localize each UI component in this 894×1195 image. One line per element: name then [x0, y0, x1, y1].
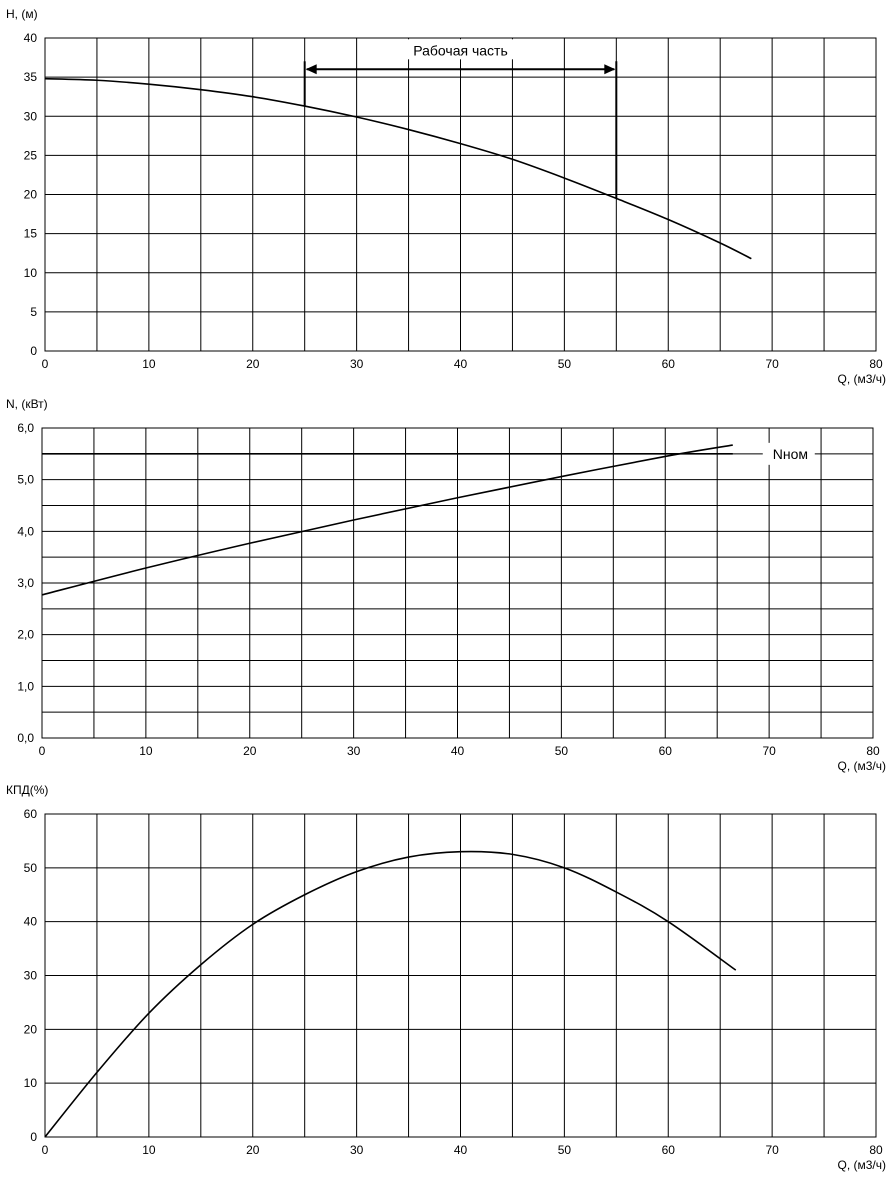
y-tick-label: 30 [24, 969, 38, 983]
x-tick-label: 30 [350, 1143, 364, 1157]
series-line [44, 850, 737, 1138]
y-tick-label: 2,0 [17, 628, 34, 642]
range-arrow-head-right [604, 64, 616, 75]
plot-frame [44, 813, 877, 1138]
x-tick-label: 50 [558, 357, 572, 371]
y-tick-label: 40 [24, 915, 38, 929]
x-tick-label: 60 [659, 744, 673, 758]
nominal-power-label: Nном [773, 446, 808, 462]
x-tick-label: 60 [662, 1143, 676, 1157]
y-tick-label: 0,0 [17, 731, 34, 745]
series-line [44, 77, 752, 260]
x-tick-label: 0 [42, 357, 49, 371]
y-tick-label: 6,0 [17, 421, 34, 435]
x-tick-label: 70 [765, 1143, 779, 1157]
y-tick-label: 5,0 [17, 473, 34, 487]
y-tick-label: 1,0 [17, 679, 34, 693]
plot-frame [44, 37, 877, 352]
y-tick-label: 5 [30, 305, 37, 319]
x-axis-label: Q, (м3/ч) [837, 372, 886, 386]
power-chart: 0 10 20 30 40 50 60 70 80 0,0 1,0 2,0 3,0 4,0 5,0 6,0 N,… [6, 397, 886, 773]
y-tick-label: 60 [24, 807, 38, 821]
x-tick-label: 0 [42, 1143, 49, 1157]
y-tick-label: 35 [24, 70, 38, 84]
range-arrow-head-left [305, 64, 317, 75]
x-tick-label: 40 [451, 744, 465, 758]
x-tick-label: 0 [39, 744, 46, 758]
y-tick-label: 40 [24, 31, 38, 45]
nominal-power-label-bg [762, 442, 815, 465]
x-tick-label: 60 [662, 357, 676, 371]
y-tick-label: 15 [24, 227, 38, 241]
x-tick-label: 30 [347, 744, 361, 758]
x-tick-label: 80 [869, 357, 883, 371]
x-axis-label: Q, (м3/ч) [837, 1158, 886, 1172]
efficiency-chart: 0 10 20 30 40 50 60 70 80 0 10 20 30 40 50 60 КПД(%) Q, (… [6, 783, 886, 1172]
y-tick-label: 10 [24, 266, 38, 280]
series-line [41, 444, 733, 596]
x-tick-label: 50 [555, 744, 569, 758]
plot-frame [41, 427, 874, 739]
y-axis-label: N, (кВт) [6, 397, 48, 411]
y-tick-label: 10 [24, 1076, 38, 1090]
x-tick-label: 20 [246, 357, 260, 371]
x-tick-label: 40 [454, 357, 468, 371]
y-tick-label: 0 [30, 344, 37, 358]
y-axis-label: Н, (м) [6, 7, 38, 21]
x-tick-label: 10 [142, 357, 156, 371]
y-tick-label: 20 [24, 188, 38, 202]
y-axis-label: КПД(%) [6, 783, 48, 797]
y-tick-label: 0 [30, 1130, 37, 1144]
y-tick-label: 4,0 [17, 524, 34, 538]
x-tick-label: 70 [762, 744, 776, 758]
x-tick-label: 30 [350, 357, 364, 371]
x-tick-label: 20 [246, 1143, 260, 1157]
x-tick-label: 40 [454, 1143, 468, 1157]
x-tick-label: 80 [866, 744, 880, 758]
x-tick-label: 10 [139, 744, 153, 758]
y-tick-label: 25 [24, 148, 38, 162]
x-tick-label: 10 [142, 1143, 156, 1157]
head-chart: 0 10 20 30 40 50 60 70 80 0 5 10 15 20 25 30 35 40 Н, (м) Q… [6, 7, 886, 386]
x-tick-label: 20 [243, 744, 257, 758]
y-tick-label: 20 [24, 1022, 38, 1036]
x-tick-label: 80 [869, 1143, 883, 1157]
y-tick-label: 50 [24, 861, 38, 875]
y-tick-label: 30 [24, 109, 38, 123]
y-tick-label: 3,0 [17, 576, 34, 590]
range-label: Рабочая часть [413, 42, 508, 58]
x-axis-label: Q, (м3/ч) [837, 759, 886, 773]
x-tick-label: 50 [558, 1143, 572, 1157]
range-label-bg [398, 39, 523, 60]
x-tick-label: 70 [765, 357, 779, 371]
